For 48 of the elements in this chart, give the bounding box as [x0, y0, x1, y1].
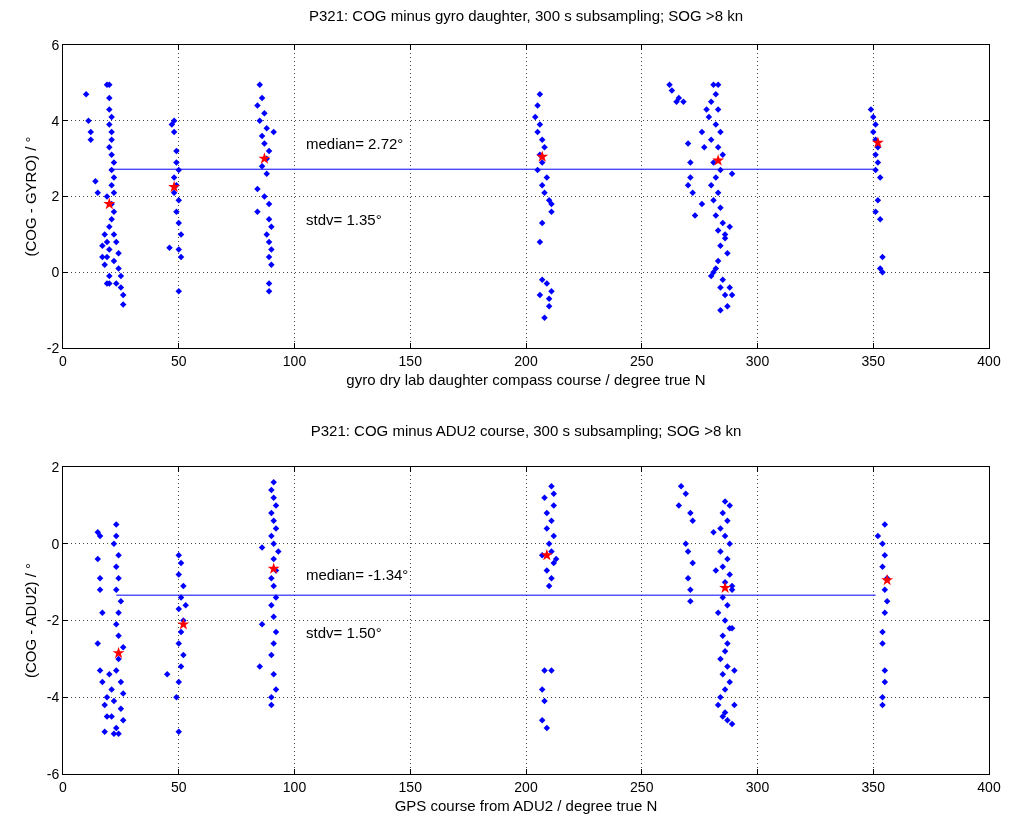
annotation: median= -1.34° — [306, 566, 409, 583]
point — [712, 154, 725, 166]
chart-title: P321: COG minus gyro daughter, 300 s subsampling; SOG >8 kn — [309, 6, 743, 24]
point — [719, 581, 732, 593]
x-tick-label: 50 — [170, 778, 187, 795]
point — [258, 152, 271, 164]
x-tick-label: 200 — [514, 778, 538, 795]
x-tick-label: 250 — [630, 778, 654, 795]
point — [536, 150, 549, 162]
point — [267, 562, 280, 574]
y-tick-label: 2 — [51, 458, 60, 475]
point — [540, 548, 553, 561]
annotation: stdv= 1.35° — [306, 211, 382, 228]
annotation: median= 2.72° — [306, 135, 404, 152]
y-axis-title: (COG - GYRO) / ° — [22, 136, 39, 257]
y-tick-label: 2 — [51, 188, 60, 205]
x-tick-label: 200 — [514, 352, 538, 369]
x-axis-title: gyro dry lab daughter compass course / degree true N — [346, 370, 706, 388]
x-tick-label: 100 — [282, 352, 307, 369]
y-tick-label: -4 — [46, 689, 60, 706]
point — [871, 136, 884, 148]
x-tick-label: 100 — [282, 778, 307, 795]
chart-title: P321: COG minus ADU2 course, 300 s subsampling; SOG >8 kn — [310, 421, 742, 439]
y-tick-label: -2 — [46, 612, 60, 629]
x-tick-label: 50 — [170, 352, 187, 369]
y-tick-label: -2 — [46, 339, 60, 356]
x-tick-label: 350 — [861, 352, 886, 369]
point — [103, 197, 116, 210]
x-axis-title: GPS course from ADU2 / degree true N — [394, 796, 658, 814]
point — [881, 573, 894, 586]
y-tick-label: 0 — [51, 264, 60, 281]
x-tick-label: 350 — [861, 778, 886, 795]
y-tick-label: 4 — [51, 112, 60, 129]
x-tick-label: 150 — [398, 352, 423, 369]
x-tick-label: 150 — [398, 778, 423, 795]
y-tick-label: 0 — [51, 535, 60, 552]
point — [168, 180, 181, 193]
y-axis-title: (COG - ADU2) / ° — [22, 562, 39, 679]
x-tick-label: 400 — [977, 778, 1001, 795]
x-tick-label: 300 — [745, 352, 770, 369]
point — [177, 618, 190, 630]
x-tick-label: 250 — [630, 352, 654, 369]
annotation: stdv= 1.50° — [306, 624, 382, 641]
x-tick-label: 400 — [977, 352, 1001, 369]
x-tick-label: 300 — [745, 778, 770, 795]
point — [112, 646, 125, 659]
y-tick-label: -6 — [46, 765, 60, 782]
y-tick-label: 6 — [51, 36, 60, 53]
